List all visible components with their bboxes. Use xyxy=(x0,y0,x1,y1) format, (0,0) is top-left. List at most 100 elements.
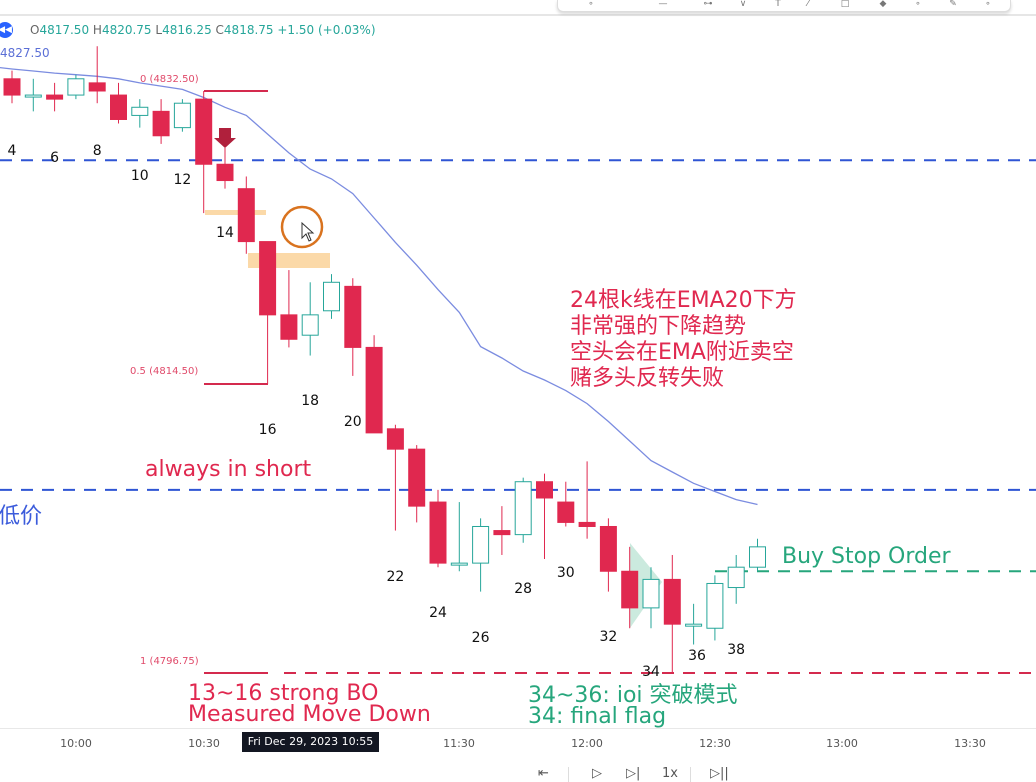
candle xyxy=(536,473,553,560)
candle-body xyxy=(621,570,639,609)
candle-body xyxy=(685,623,703,627)
candle-body xyxy=(599,525,617,572)
close-value: 4818.75 xyxy=(223,23,274,37)
replay-speed-button[interactable]: 1x xyxy=(662,766,678,781)
pencil-tool-icon[interactable]: ✎ xyxy=(949,0,957,9)
candle-body xyxy=(578,521,596,527)
bar-number-label: 24 xyxy=(429,605,447,621)
trend-note: 24根k线在EMA20下方 非常强的下降趋势 空头会在EMA附近卖空 赌多头反转… xyxy=(570,288,797,392)
candle xyxy=(621,546,639,629)
close-label: C xyxy=(215,23,224,37)
time-tick: 12:00 xyxy=(571,737,603,750)
candle-body xyxy=(493,530,511,536)
candle-body xyxy=(301,314,319,336)
candle-body xyxy=(259,241,277,316)
trend-note-line: 赌多头反转失败 xyxy=(570,366,725,391)
high-value: 4820.75 xyxy=(101,23,152,37)
time-tick: 13:00 xyxy=(826,737,858,750)
candle-body xyxy=(323,281,340,312)
candle-body xyxy=(472,525,490,564)
trend-note-line: 非常强的下降趋势 xyxy=(570,314,747,339)
candle xyxy=(46,82,64,112)
time-tick: 10:30 xyxy=(188,737,220,750)
high-label: H xyxy=(92,23,102,37)
step-forward-icon[interactable]: ▷| xyxy=(626,766,641,781)
bar-number-label: 8 xyxy=(92,143,102,159)
low-price-note: 低价 xyxy=(0,504,43,529)
bar-number-label: 26 xyxy=(471,630,490,646)
candle xyxy=(67,74,85,100)
cursor-highlight-circle xyxy=(280,205,324,249)
collapse-legend-icon[interactable]: ◀◀ xyxy=(0,22,13,38)
ema20-line xyxy=(0,66,758,506)
bar-number-label: 18 xyxy=(301,393,320,409)
candle-body xyxy=(557,501,575,523)
select-bar-icon[interactable]: ⇤ xyxy=(538,766,549,781)
drawing-tools-panel: ∘ — ⊶ ∨ T ⁄ □ ◆ ∘ ✎ ∘ xyxy=(557,0,1011,12)
settings-tool-icon[interactable]: ∘ xyxy=(985,0,991,9)
time-axis[interactable]: 10:00 10:30 11:30 12:00 12:30 13:00 13:3… xyxy=(0,728,1036,756)
path-tool-icon[interactable]: ∨ xyxy=(739,0,747,9)
bar-number-label: 4 xyxy=(7,143,17,159)
time-tick: 12:30 xyxy=(699,737,731,750)
candle xyxy=(408,445,426,523)
candle-body xyxy=(727,566,745,589)
candle-body xyxy=(749,546,766,568)
marker-tool-icon[interactable]: ◆ xyxy=(879,0,887,9)
candle-body xyxy=(706,582,724,629)
candle-body xyxy=(280,314,298,340)
candle xyxy=(514,477,532,543)
candle-body xyxy=(450,562,468,566)
candle xyxy=(557,481,575,527)
candle xyxy=(450,502,468,572)
candle-body xyxy=(24,94,42,98)
price-chart[interactable] xyxy=(0,0,1036,728)
fib-label-0: 0 (4832.50) xyxy=(140,74,199,85)
ioi-note-line: 34: final flag xyxy=(528,704,667,729)
bar-number-label: 16 xyxy=(258,422,277,438)
candle xyxy=(599,518,617,592)
bar-number-label: 36 xyxy=(688,648,706,664)
jump-to-realtime-icon[interactable]: ▷|| xyxy=(710,766,729,781)
candle xyxy=(173,99,191,132)
anchor-tool-icon[interactable]: ∘ xyxy=(915,0,921,9)
candle-body xyxy=(152,110,170,137)
crosshair-time-label: Fri Dec 29, 2023 10:55 xyxy=(242,732,379,752)
tool-icon[interactable]: ∘ xyxy=(588,0,594,9)
text-tool-icon[interactable]: T xyxy=(775,0,781,9)
candle xyxy=(216,147,234,189)
candle-body xyxy=(110,94,127,120)
line-tool-icon[interactable]: — xyxy=(658,0,668,9)
low-value: 4816.25 xyxy=(162,23,212,37)
bo-note-line: 13~16 strong BO xyxy=(188,681,379,706)
brush-tool-icon[interactable]: ⁄ xyxy=(807,0,809,9)
range-tool-icon[interactable]: ⊶ xyxy=(703,0,713,9)
candle xyxy=(663,554,681,674)
replay-toolbar: ⇤ ▷ ▷| 1x ▷|| xyxy=(0,755,1036,782)
candle xyxy=(323,274,340,319)
candle xyxy=(749,538,766,572)
candle xyxy=(237,176,255,254)
support-zone-highlight xyxy=(205,210,266,215)
ema-value-label: 4827.50 xyxy=(0,46,50,60)
candle-body xyxy=(663,578,681,625)
fib-label-05: 0.5 (4814.50) xyxy=(130,366,199,377)
trend-note-line: 24根k线在EMA20下方 xyxy=(570,288,797,313)
bar-number-label: 34 xyxy=(642,664,660,680)
candle-body xyxy=(195,98,213,165)
candle-body xyxy=(88,82,106,92)
candle xyxy=(429,489,447,568)
candle xyxy=(131,99,149,128)
candle-body xyxy=(365,346,383,434)
divider xyxy=(690,767,691,782)
candle xyxy=(386,424,404,531)
play-icon[interactable]: ▷ xyxy=(592,766,602,781)
bar-number-label: 10 xyxy=(130,168,149,184)
bar-number-label: 32 xyxy=(599,629,618,645)
rectangle-tool-icon[interactable]: □ xyxy=(840,0,850,9)
mouse-cursor-icon xyxy=(301,221,315,242)
candle xyxy=(152,99,170,144)
candle xyxy=(3,70,21,104)
open-label: O xyxy=(30,23,40,37)
candle xyxy=(301,282,319,356)
